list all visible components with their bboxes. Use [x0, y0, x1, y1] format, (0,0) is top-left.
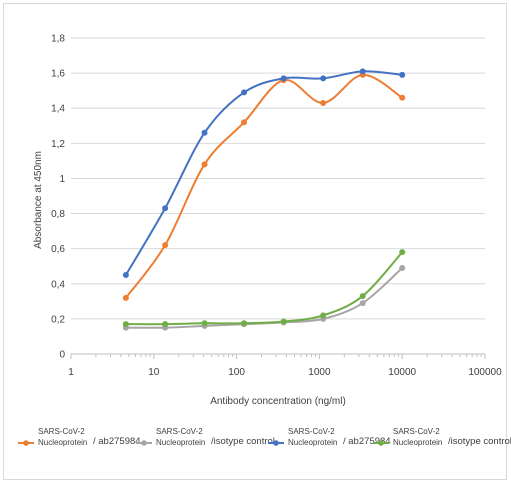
data-point-series-3 — [241, 89, 248, 96]
series-line-4 — [125, 251, 403, 326]
data-point-series-4 — [241, 320, 248, 327]
legend-suffix-4: /isotype control — [448, 436, 511, 447]
y-tick-label: 1,8 — [51, 34, 65, 45]
data-point-series-3 — [122, 272, 129, 278]
data-point-series-3 — [201, 129, 208, 136]
data-point-series-4 — [162, 321, 169, 328]
y-tick-label: 0,4 — [51, 279, 65, 290]
data-point-series-2 — [359, 300, 366, 307]
x-tick-label: 1 — [68, 367, 74, 378]
data-point-series-4 — [359, 293, 366, 300]
data-point-series-4 — [320, 312, 327, 319]
data-point-series-4 — [280, 318, 287, 325]
legend-marker-1 — [18, 440, 34, 446]
legend-marker-2 — [136, 440, 152, 446]
legend-marker-4 — [373, 440, 389, 446]
data-point-series-3 — [359, 68, 366, 75]
x-axis — [70, 353, 486, 359]
data-point-series-1 — [162, 242, 169, 249]
y-tick-label: 0,6 — [51, 244, 65, 255]
data-point-series-1 — [201, 161, 208, 168]
data-point-series-1 — [399, 94, 406, 101]
y-tick-label: 1,2 — [51, 139, 65, 150]
x-tick-label: 1000 — [308, 367, 331, 378]
data-point-series-4 — [122, 321, 129, 328]
legend-line2-3: Nucleoprotein — [288, 438, 338, 447]
y-tick-label: 1 — [59, 174, 65, 185]
legend-line1-3: SARS-CoV-2 — [288, 427, 335, 436]
line-chart: 0 0,2 0,4 0,6 0,8 1 1,2 1,4 1,6 1,8 1 10 100 1000 100… — [33, 34, 502, 408]
legend-line1-4: SARS-CoV-2 — [393, 427, 440, 436]
chart-frame — [3, 3, 507, 480]
data-point-series-2 — [399, 264, 406, 271]
x-tick-label: 10000 — [388, 367, 416, 378]
y-tick-label: 0 — [59, 350, 65, 361]
data-point-series-4 — [399, 249, 406, 256]
legend-line1-2: SARS-CoV-2 — [156, 427, 203, 436]
x-axis-title: Antibody concentration (ng/ml) — [210, 396, 346, 407]
data-point-series-1 — [122, 294, 129, 301]
x-axis-ticks: 1 10 100 1000 10000 100000 — [68, 367, 502, 378]
legend-line2-1: Nucleoprotein — [38, 438, 88, 447]
legend-suffix-3: / ab275984 — [343, 436, 391, 447]
legend-marker-3 — [268, 440, 284, 446]
data-point-series-3 — [399, 71, 406, 78]
x-tick-label: 10 — [148, 367, 160, 378]
y-tick-label: 1,6 — [51, 69, 65, 80]
data-point-series-3 — [280, 75, 287, 82]
series-lines — [125, 70, 403, 329]
y-tick-label: 1,4 — [51, 104, 65, 115]
legend-line1-1: SARS-CoV-2 — [38, 427, 85, 436]
data-point-series-1 — [241, 119, 248, 126]
data-point-series-1 — [320, 99, 327, 106]
y-tick-label: 0,8 — [51, 209, 65, 220]
data-point-series-4 — [201, 320, 208, 327]
gridlines — [71, 37, 485, 320]
data-point-series-3 — [320, 75, 327, 82]
x-tick-label: 100 — [228, 367, 245, 378]
y-tick-label: 0,2 — [51, 314, 65, 325]
y-axis-title: Absorbance at 450nm — [33, 151, 44, 249]
legend-line2-4: Nucleoprotein — [393, 438, 443, 447]
legend-suffix-2: /isotype control — [211, 436, 275, 447]
legend-line2-2: Nucleoprotein — [156, 438, 206, 447]
x-tick-label: 100000 — [468, 367, 502, 378]
legend: SARS-CoV-2 Nucleoprotein / ab275984 SARS-… — [18, 424, 511, 464]
legend-suffix-1: / ab275984 — [93, 436, 141, 447]
series-points — [122, 68, 406, 331]
data-point-series-3 — [162, 205, 169, 212]
y-axis-ticks: 0 0,2 0,4 0,6 0,8 1 1,2 1,4 1,6 1,8 — [51, 34, 65, 361]
